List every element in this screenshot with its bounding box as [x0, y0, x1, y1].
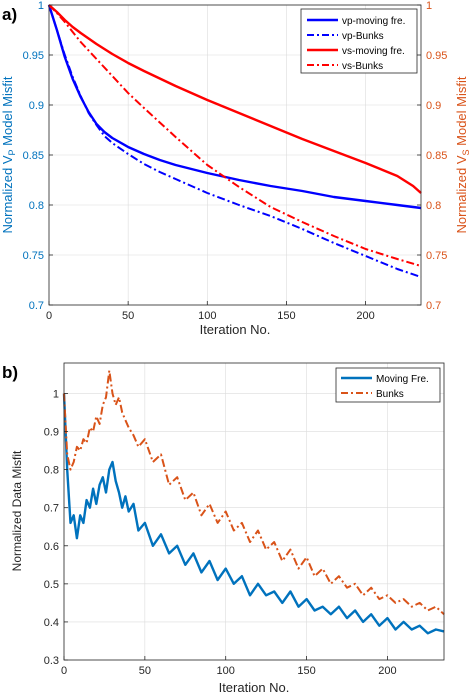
panel-a-ylabel-left-rest: Model Misfit	[0, 76, 15, 149]
panel-b-ylabel: Normalized Data Misfit	[10, 450, 24, 571]
y-tick-label: 0.8	[29, 200, 44, 212]
y-tick-label: 0.5	[44, 579, 59, 591]
x-tick-label: 0	[46, 310, 52, 322]
panel-a-ylabel-left: Normalized VP Model Misfit	[0, 76, 17, 233]
x-tick-label: 200	[378, 665, 396, 677]
panel-a: a) 0 50 100 150 200 0.7 0.75 0.8 0.85 0.9 0.95 1 0.7…	[0, 0, 471, 337]
y-right-tick-label: 1	[426, 0, 432, 12]
legend-label-vs-bunks: vs-Bunks	[342, 61, 383, 72]
y-tick-label: 0.75	[23, 250, 44, 262]
panel-a-ylabel-right-base: Normalized V	[454, 155, 469, 233]
series-line-vs-bunks	[48, 4, 422, 267]
legend-label-vp-bunks: vp-Bunks	[342, 31, 384, 42]
legend-label-bunks: Bunks	[376, 389, 404, 400]
panel-a-ylabel-right: Normalized VS Model Misfit	[454, 76, 471, 233]
x-tick-label: 100	[217, 665, 235, 677]
series-line-vs-moving-fre	[48, 4, 422, 194]
panel-a-ylabel-left-sub: P	[7, 149, 17, 155]
y-tick-label: 0.4	[44, 617, 59, 629]
panel-a-legend: vp-moving fre. vp-Bunks vs-moving fre. v…	[300, 8, 418, 74]
y-tick-label: 0.7	[29, 300, 44, 312]
panel-b-plot-area	[64, 363, 444, 660]
y-tick-label: 0.6	[44, 541, 59, 553]
panel-b-frame	[63, 362, 445, 661]
x-tick-label: 150	[277, 310, 295, 322]
panel-a-ylabel-right-sub: S	[461, 149, 471, 155]
panel-b-series	[62, 369, 445, 635]
y-tick-label: 1	[38, 0, 44, 12]
panel-b-legend-box	[335, 367, 441, 403]
series-line-moving-fre	[62, 393, 445, 635]
y-tick-label: 0.7	[44, 503, 59, 515]
y-tick-label: 0.9	[44, 427, 59, 439]
panel-b-legend: Moving Fre. Bunks	[335, 367, 441, 403]
y-tick-label: 0.8	[44, 465, 59, 477]
panel-b-ticks: 0 50 100 150 200 0.3 0.4 0.5 0.6 0.7 0.8 0.9 1	[44, 388, 397, 677]
y-right-tick-label: 0.75	[426, 250, 447, 262]
panel-b: b) 0 50 100 150 200 0.3 0.4 0.5 0.6 0.7 0.8 0.9 1 It…	[2, 362, 445, 695]
panel-a-xlabel: Iteration No.	[200, 322, 271, 337]
legend-label-moving-fre: Moving Fre.	[376, 374, 429, 385]
panel-a-ylabel-right-rest: Model Misfit	[454, 76, 469, 149]
panel-a-ylabel-left-base: Normalized V	[0, 155, 15, 233]
x-tick-label: 200	[356, 310, 374, 322]
y-tick-label: 0.85	[23, 150, 44, 162]
panel-a-label: a)	[2, 5, 17, 24]
y-tick-label: 0.9	[29, 100, 44, 112]
legend-label-vs-moving: vs-moving fre.	[342, 46, 405, 57]
legend-label-vp-moving: vp-moving fre.	[342, 16, 405, 27]
series-line-bunks	[63, 369, 445, 616]
panel-b-label: b)	[2, 363, 18, 382]
y-right-tick-label: 0.9	[426, 100, 441, 112]
y-tick-label: 1	[53, 388, 59, 400]
series-line-vp-bunks	[48, 4, 422, 278]
y-right-tick-label: 0.85	[426, 150, 447, 162]
x-tick-label: 100	[198, 310, 216, 322]
y-right-tick-label: 0.7	[426, 300, 441, 312]
y-tick-label: 0.95	[23, 50, 44, 62]
panel-b-xlabel: Iteration No.	[219, 680, 290, 695]
y-right-tick-label: 0.95	[426, 50, 447, 62]
y-right-tick-label: 0.8	[426, 200, 441, 212]
x-tick-label: 0	[61, 665, 67, 677]
x-tick-label: 50	[122, 310, 134, 322]
y-tick-label: 0.3	[44, 655, 59, 667]
panel-a-series	[47, 4, 422, 278]
panel-a-ticks: 0 50 100 150 200 0.7 0.75 0.8 0.85 0.9 0.95 1 0.7 0.7…	[23, 0, 448, 322]
x-tick-label: 150	[297, 665, 315, 677]
x-tick-label: 50	[139, 665, 151, 677]
